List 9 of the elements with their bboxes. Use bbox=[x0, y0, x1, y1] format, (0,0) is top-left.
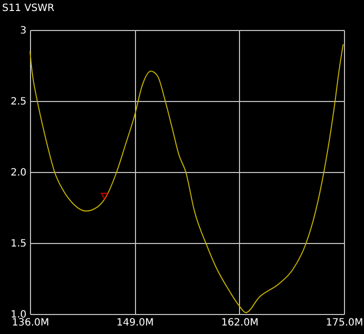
x-tick-label: 175.0M bbox=[326, 318, 364, 328]
x-tick-label: 136.0M bbox=[12, 318, 50, 328]
chart-title: S11 VSWR bbox=[2, 3, 54, 14]
x-tick-label: 149.0M bbox=[116, 318, 154, 328]
y-tick-label: 2.5 bbox=[10, 96, 26, 108]
x-tick-label: 162.0M bbox=[221, 318, 258, 328]
y-tick-label: 1.5 bbox=[10, 238, 26, 250]
y-tick-label: 2.0 bbox=[10, 168, 26, 178]
y-tick-label: 3 bbox=[20, 26, 26, 36]
